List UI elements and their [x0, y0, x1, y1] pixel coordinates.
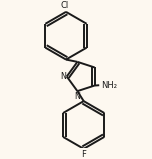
Text: Cl: Cl — [60, 1, 68, 10]
Text: N: N — [60, 72, 66, 81]
Text: F: F — [81, 150, 86, 159]
Text: N: N — [74, 92, 80, 101]
Text: NH₂: NH₂ — [101, 81, 117, 90]
